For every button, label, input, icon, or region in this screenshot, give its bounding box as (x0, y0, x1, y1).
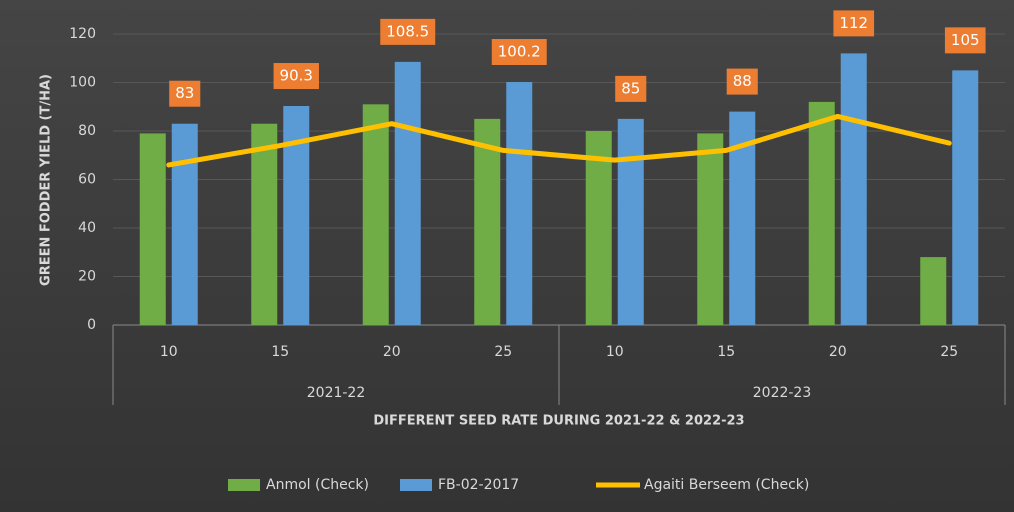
legend-swatch (228, 479, 260, 491)
legend-label: FB-02-2017 (438, 477, 519, 493)
bar (139, 133, 166, 325)
bar (920, 257, 947, 325)
x-tick-label: 20 (829, 344, 847, 360)
x-tick-label: 25 (940, 344, 958, 360)
y-tick-label: 40 (78, 220, 96, 236)
x-axis-title: DIFFERENT SEED RATE DURING 2021-22 & 202… (373, 414, 744, 429)
data-label: 90.3 (280, 67, 313, 85)
data-label: 108.5 (386, 22, 429, 40)
data-label-box (169, 80, 201, 107)
y-tick-label: 100 (69, 75, 96, 91)
data-label: 83 (175, 84, 194, 102)
x-tick-label: 15 (271, 344, 289, 360)
data-label: 88 (733, 72, 752, 90)
bar (362, 104, 389, 325)
bar (808, 101, 835, 326)
data-label: 112 (839, 14, 868, 32)
group-label: 2021-22 (307, 385, 366, 401)
bar (251, 123, 278, 325)
bar (585, 131, 612, 325)
bar (617, 118, 644, 325)
bar (394, 61, 421, 325)
legend-label: Anmol (Check) (266, 477, 369, 493)
legend-label: Agaiti Berseem (Check) (644, 477, 809, 493)
x-tick-label: 10 (160, 344, 178, 360)
x-tick-label: 20 (383, 344, 401, 360)
data-label: 85 (621, 79, 640, 97)
group-label: 2022-23 (753, 385, 812, 401)
bar (697, 133, 724, 325)
data-label-box (726, 68, 758, 95)
legend-swatch (400, 479, 432, 491)
y-tick-label: 60 (78, 172, 96, 188)
bar (952, 70, 979, 325)
data-label: 105 (951, 31, 980, 49)
y-tick-label: 0 (87, 317, 96, 333)
data-label-box (833, 10, 875, 37)
x-tick-label: 25 (494, 344, 512, 360)
bar (171, 123, 198, 325)
data-label-box (380, 18, 436, 45)
y-tick-label: 120 (69, 26, 96, 42)
data-label-box (615, 75, 647, 102)
y-axis-title: GREEN FODDER YIELD (T/HA) (39, 74, 54, 286)
x-tick-label: 15 (717, 344, 735, 360)
bar (474, 118, 501, 325)
data-label-box (273, 63, 319, 90)
data-label: 100.2 (498, 43, 541, 61)
bar (840, 53, 867, 326)
y-tick-label: 80 (78, 123, 96, 139)
data-label-box (491, 39, 547, 66)
y-tick-label: 20 (78, 269, 96, 285)
line (166, 113, 952, 168)
bar (506, 82, 533, 325)
x-tick-label: 10 (606, 344, 624, 360)
data-label-box (944, 27, 986, 54)
